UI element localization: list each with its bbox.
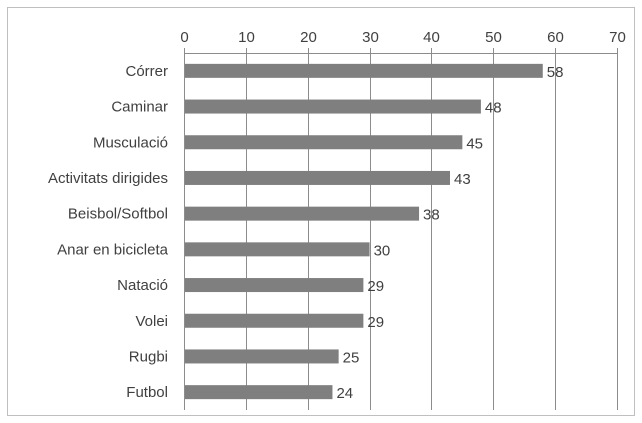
x-tick-label-10: 10 bbox=[238, 29, 255, 46]
bar-1 bbox=[185, 63, 543, 78]
data-label-1: 58 bbox=[547, 64, 564, 81]
category-label-9: Rugbi bbox=[129, 348, 168, 365]
x-tick-label-60: 60 bbox=[547, 29, 564, 46]
category-label-7: Natació bbox=[117, 277, 168, 294]
bar-5 bbox=[185, 206, 420, 221]
x-tick-label-50: 50 bbox=[485, 29, 502, 46]
category-label-1: Córrer bbox=[125, 63, 168, 80]
data-label-6: 30 bbox=[374, 242, 391, 259]
x-tick-label-30: 30 bbox=[362, 29, 379, 46]
data-label-5: 38 bbox=[423, 207, 440, 224]
x-tick-label-0: 0 bbox=[180, 29, 188, 46]
bar-10 bbox=[185, 385, 333, 400]
data-labels: 58 48 45 43 38 30 29 29 25 24 bbox=[336, 64, 563, 402]
data-label-4: 43 bbox=[454, 171, 471, 188]
data-label-7: 29 bbox=[367, 278, 384, 295]
bars bbox=[185, 63, 543, 400]
category-label-4: Activitats dirigides bbox=[48, 170, 168, 187]
data-label-9: 25 bbox=[343, 349, 360, 366]
bar-6 bbox=[185, 242, 370, 257]
category-label-10: Futbol bbox=[126, 384, 168, 401]
x-tick-label-20: 20 bbox=[300, 29, 317, 46]
data-label-8: 29 bbox=[367, 314, 384, 331]
category-label-3: Musculació bbox=[93, 134, 168, 151]
bar-2 bbox=[185, 99, 481, 114]
bar-8 bbox=[185, 313, 364, 328]
bar-7 bbox=[185, 278, 364, 293]
category-label-2: Caminar bbox=[111, 99, 168, 116]
x-axis-tick-labels: 0 10 20 30 40 50 60 70 bbox=[180, 29, 626, 46]
category-label-5: Beisbol/Softbol bbox=[68, 206, 168, 223]
data-label-3: 45 bbox=[466, 135, 483, 152]
data-label-2: 48 bbox=[485, 100, 502, 117]
category-label-8: Volei bbox=[135, 313, 168, 330]
data-label-10: 24 bbox=[336, 385, 353, 402]
x-tick-label-70: 70 bbox=[609, 29, 626, 46]
x-tick-label-40: 40 bbox=[423, 29, 440, 46]
bar-3 bbox=[185, 135, 463, 150]
category-label-6: Anar en bicicleta bbox=[57, 241, 169, 258]
category-labels: Córrer Caminar Musculació Activitats dirigi… bbox=[48, 63, 169, 401]
bar-4 bbox=[185, 170, 450, 185]
bar-9 bbox=[185, 349, 339, 364]
